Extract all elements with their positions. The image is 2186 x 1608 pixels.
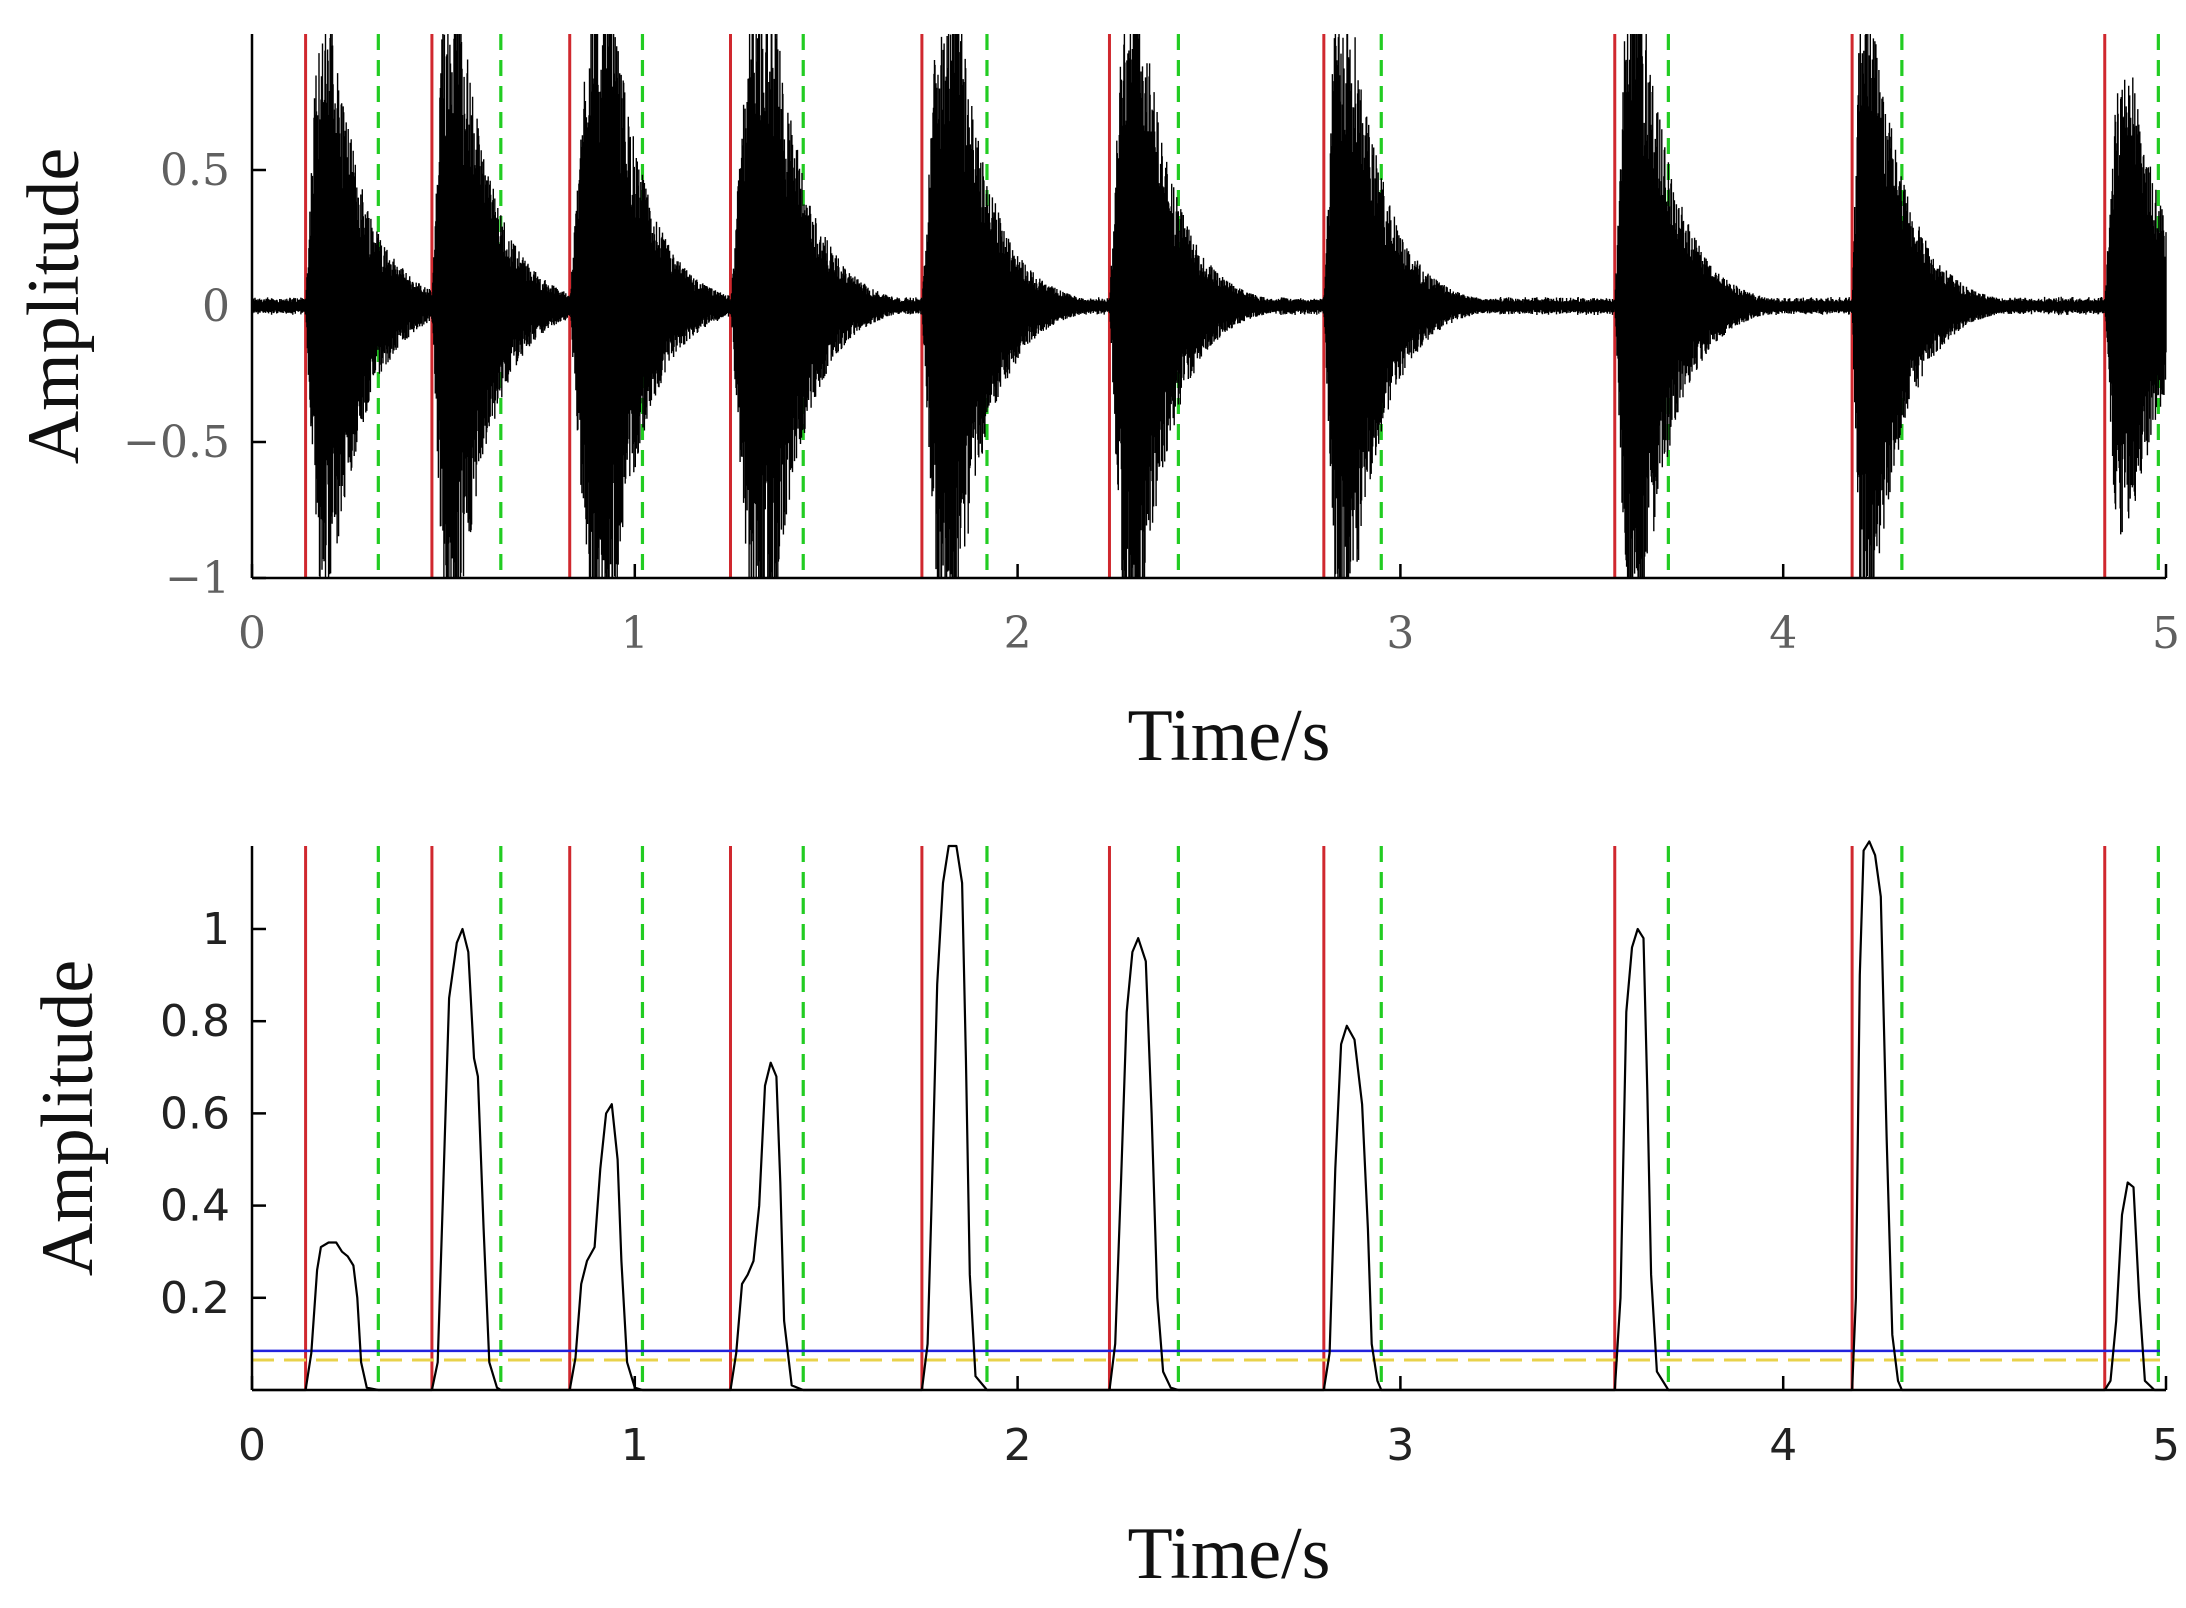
x-tick-label-3: 3	[1386, 1420, 1414, 1471]
bottom-x-axis-label: Time/s	[1128, 1513, 1331, 1595]
bottom-y-axis-label: Amplitude	[27, 960, 109, 1277]
bottom-tick-labels: 0 1 2 3 4 5 0.2 0.4 0.6 0.8 1	[160, 904, 2180, 1471]
x-tick-label-5: 5	[2152, 608, 2180, 659]
x-tick-label-4: 4	[1769, 608, 1797, 659]
waveform-series	[252, 34, 2167, 578]
bottom-signal-layer	[252, 840, 2166, 1392]
threshold-lines	[252, 1349, 2160, 1362]
envelope-panel: 0 1 2 3 4 5 0.2 0.4 0.6 0.8 1 Amplitude Time/s	[27, 840, 2180, 1595]
y-tick-label-3: 0.5	[160, 145, 230, 196]
x-tick-label-0: 0	[238, 1420, 266, 1471]
bottom-event-markers	[304, 846, 2160, 1390]
y-tick-label-0: −1	[165, 553, 230, 604]
top-axes	[250, 34, 2168, 580]
y-tick-label-2: 0	[202, 281, 230, 332]
top-x-axis-label: Time/s	[1128, 695, 1331, 777]
top-tick-labels: 0 1 2 3 4 5 −1 −0.5 0 0.5	[123, 145, 2180, 659]
envelope-series	[252, 840, 2166, 1392]
top-signal-layer	[252, 34, 2167, 578]
x-tick-label-0: 0	[238, 608, 266, 659]
x-tick-label-2: 2	[1004, 608, 1032, 659]
x-tick-label-1: 1	[621, 1420, 649, 1471]
y-tick-label-0: 0.2	[160, 1273, 230, 1324]
waveform-panel: 0 1 2 3 4 5 −1 −0.5 0 0.5 Amplitude Time/s	[13, 34, 2180, 777]
y-tick-label-4: 1	[202, 904, 230, 955]
x-tick-label-3: 3	[1386, 608, 1414, 659]
y-tick-label-1: −0.5	[123, 417, 230, 468]
x-tick-label-2: 2	[1004, 1420, 1032, 1471]
y-tick-label-2: 0.6	[160, 1088, 230, 1139]
x-tick-label-5: 5	[2152, 1420, 2180, 1471]
y-tick-label-1: 0.4	[160, 1181, 230, 1232]
top-y-axis-label: Amplitude	[13, 148, 95, 465]
y-tick-label-3: 0.8	[160, 996, 230, 1047]
x-tick-label-1: 1	[621, 608, 649, 659]
x-tick-label-4: 4	[1769, 1420, 1797, 1471]
bottom-axes	[250, 846, 2168, 1392]
